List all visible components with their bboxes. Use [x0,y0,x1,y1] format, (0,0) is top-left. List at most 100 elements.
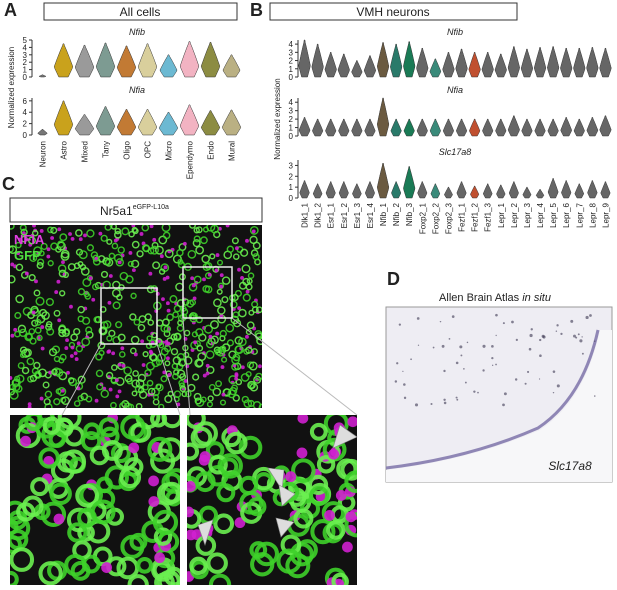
ish-dot [398,323,401,326]
gfp-cell [137,323,146,332]
nfia-nucleus [245,238,249,243]
y-tick-label: 0 [289,73,294,82]
gfp-cell [47,260,54,267]
gfp-cell [36,258,45,266]
ish-dot [443,401,447,405]
gfp-cell [245,328,252,336]
gfp-cell [60,249,70,259]
zoom-lines [61,317,358,416]
nfia-nucleus [70,236,75,241]
panel-label: D [387,269,400,289]
nfia-nucleus [297,415,309,424]
gfp-cell [195,316,203,324]
nfia-nucleus [219,284,224,289]
violin [200,41,221,78]
gfp-cell [42,416,61,435]
gfp-cell [142,384,149,391]
gfp-cell [249,235,258,245]
gfp-cell [33,246,43,256]
ish-dot [464,381,467,384]
gfp-cell [146,285,155,294]
gfp-cell [227,389,237,399]
y-tick-label: 1 [289,124,294,133]
gfp-cell [73,400,81,407]
gfp-cell [190,426,213,449]
gfp-cell [131,226,138,234]
gfp-cell [224,431,248,455]
gfp-cell [187,442,200,461]
gfp-cell [177,319,184,326]
gfp-cell [280,534,302,556]
gfp-cell [247,272,255,279]
gfp-cell [229,300,238,309]
violin [221,109,242,136]
y-tick-label: 0 [289,194,294,203]
violin [599,47,612,78]
ish-dot [585,315,589,320]
gfp-cell [135,379,145,388]
nfia-nucleus [20,435,32,447]
gfp-cell [59,353,67,361]
ish-dot [463,368,465,370]
gfp-cell [180,307,189,316]
gene-name: Nfia [447,85,463,95]
ish-dot [514,378,518,381]
gfp-cell [187,415,206,429]
nfia-nucleus [192,296,197,301]
violin [507,46,520,78]
nfia-nucleus [117,260,122,265]
gfp-cell [28,328,36,335]
gfp-cell [10,275,16,284]
gfp-cell [247,497,267,517]
nfia-nucleus [215,253,220,258]
ish-dot [430,402,433,406]
gfp-cell [195,226,203,234]
gfp-cell [238,435,263,460]
gfp-cell [44,390,53,399]
gfp-cell [118,351,126,358]
gfp-cell [46,327,55,336]
gfp-cell [178,382,186,389]
gfp-cell [164,249,174,259]
gfp-cell [158,437,180,463]
y-tick-label: 3 [23,51,28,60]
gfp-cell [57,387,67,397]
nfia-nucleus [128,251,133,255]
gfp-cell [240,373,250,382]
gfp-cell [195,245,204,255]
gfp-cell [246,321,255,330]
nfia-nucleus [94,256,99,261]
violin [312,183,323,199]
gfp-cell [255,306,262,314]
gfp-cell [202,285,211,293]
gfp-cell [235,378,243,386]
gfp-cell [82,316,91,325]
nfia-nucleus [152,237,157,242]
violin [403,166,416,199]
y-tick-label: 2 [23,120,28,129]
nfia-nucleus [237,306,242,311]
ish-dot [448,338,451,340]
nfia-nucleus [39,396,44,401]
nfia-nucleus [31,310,36,315]
nfia-nucleus [107,349,112,354]
violin [324,52,337,78]
gfp-cell [208,383,216,391]
ish-dot [414,403,419,407]
violin [482,183,493,199]
ish-dot [528,347,532,351]
header: All cells [120,5,161,19]
ish-dot [456,398,459,401]
gfp-cell [156,383,164,392]
gfp-cell [77,288,86,296]
gfp-cell [105,371,114,380]
legend-nfia: NFIA [14,232,45,247]
nfia-nucleus [74,357,79,362]
violin [403,41,416,78]
gfp-cell [147,319,155,326]
violin [533,47,547,78]
gfp-cell [95,353,103,361]
ish-dot [552,391,555,394]
violin [561,180,572,199]
gfp-cell [146,379,154,387]
